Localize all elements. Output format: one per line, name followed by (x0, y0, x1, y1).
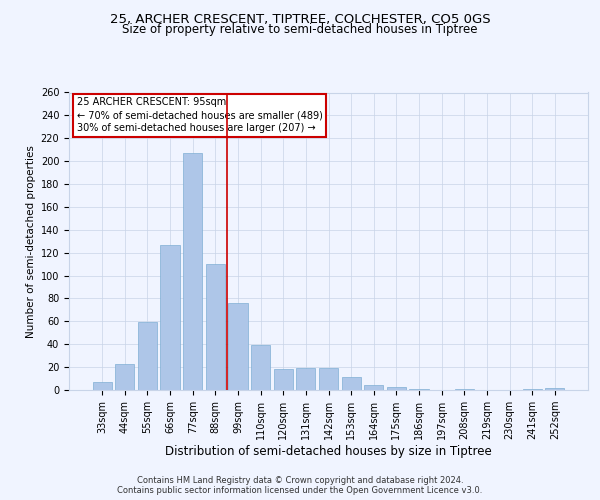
Text: 25, ARCHER CRESCENT, TIPTREE, COLCHESTER, CO5 0GS: 25, ARCHER CRESCENT, TIPTREE, COLCHESTER… (110, 12, 490, 26)
Bar (92, 382, 112, 390)
Bar (296, 368, 316, 390)
Bar (387, 386, 406, 390)
Text: 25 ARCHER CRESCENT: 95sqm
← 70% of semi-detached houses are smaller (489)
30% of: 25 ARCHER CRESCENT: 95sqm ← 70% of semi-… (77, 97, 323, 134)
Bar (364, 386, 383, 390)
Text: Contains public sector information licensed under the Open Government Licence v3: Contains public sector information licen… (118, 486, 482, 495)
Bar (206, 264, 225, 390)
Bar (251, 346, 270, 390)
Bar (229, 303, 248, 390)
Bar (160, 244, 180, 390)
Bar (341, 378, 361, 390)
Bar (115, 364, 134, 390)
Bar (409, 389, 428, 390)
Bar (274, 370, 293, 390)
Bar (319, 368, 338, 390)
Bar (455, 389, 474, 390)
Text: Size of property relative to semi-detached houses in Tiptree: Size of property relative to semi-detach… (122, 22, 478, 36)
Bar (523, 389, 542, 390)
Y-axis label: Number of semi-detached properties: Number of semi-detached properties (26, 145, 37, 338)
Bar (545, 388, 565, 390)
Bar (138, 322, 157, 390)
X-axis label: Distribution of semi-detached houses by size in Tiptree: Distribution of semi-detached houses by … (165, 445, 492, 458)
Text: Contains HM Land Registry data © Crown copyright and database right 2024.: Contains HM Land Registry data © Crown c… (137, 476, 463, 485)
Bar (183, 153, 202, 390)
